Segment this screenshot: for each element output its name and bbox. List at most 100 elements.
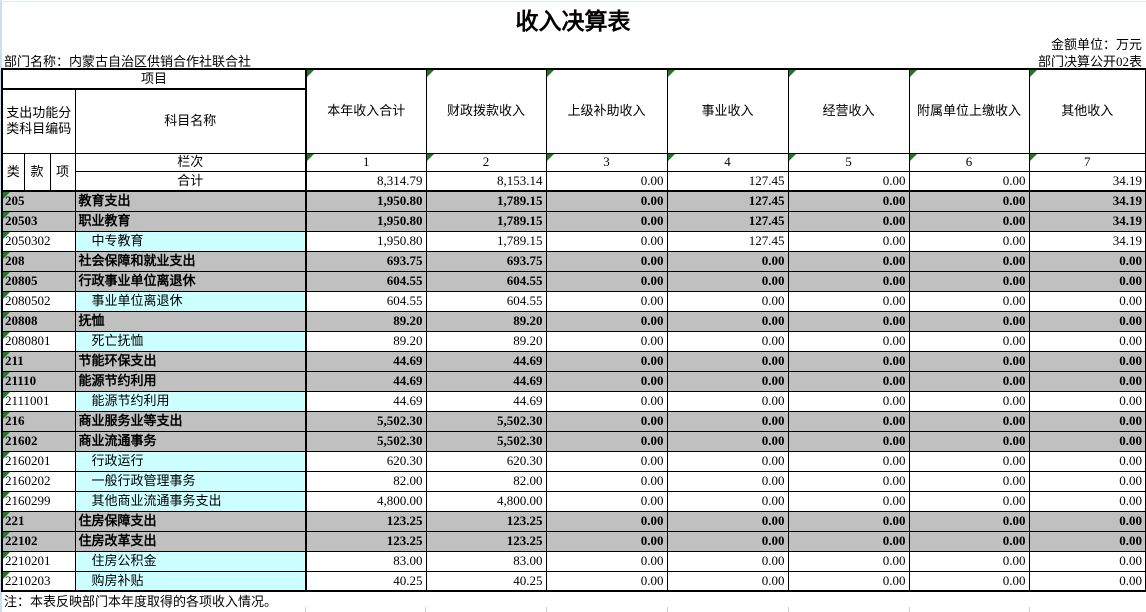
subject-name-cell[interactable]: 购房补贴 (74, 570, 308, 592)
subcol-header-item[interactable]: 项 (49, 152, 76, 192)
code-cell[interactable]: 211 (1, 350, 76, 372)
column-number-cell[interactable]: 7 (1028, 152, 1146, 172)
value-column-header[interactable]: 上级补助收入 (545, 68, 668, 154)
value-cell[interactable]: 620.30 (425, 450, 547, 472)
value-cell[interactable]: 0.00 (545, 190, 668, 212)
value-cell[interactable]: 693.75 (305, 250, 427, 272)
value-cell[interactable]: 1,950.80 (305, 190, 427, 212)
value-cell[interactable]: 0.00 (666, 270, 789, 292)
value-cell[interactable]: 5,502.30 (305, 410, 427, 432)
value-cell[interactable]: 1,950.80 (305, 230, 427, 252)
value-cell[interactable]: 0.00 (545, 250, 668, 272)
subject-name-cell[interactable]: 一般行政管理事务 (74, 470, 308, 492)
value-cell[interactable]: 123.25 (425, 530, 547, 552)
value-cell[interactable]: 0.00 (787, 350, 910, 372)
subject-column-header[interactable]: 科目名称 (74, 88, 308, 154)
value-cell[interactable]: 44.69 (305, 370, 427, 392)
value-cell[interactable]: 5,502.30 (305, 430, 427, 452)
value-cell[interactable]: 89.20 (425, 310, 547, 332)
value-cell[interactable]: 0.00 (908, 230, 1030, 252)
value-cell[interactable]: 604.55 (425, 290, 547, 312)
value-cell[interactable]: 0.00 (787, 270, 910, 292)
column-number-row-label[interactable]: 栏次 (74, 152, 308, 172)
total-value-cell[interactable]: 127.45 (666, 170, 789, 192)
value-cell[interactable]: 0.00 (1028, 450, 1146, 472)
subject-name-cell[interactable]: 中专教育 (74, 230, 308, 252)
value-cell[interactable]: 0.00 (666, 250, 789, 272)
code-cell[interactable]: 221 (1, 510, 76, 532)
value-cell[interactable]: 5,502.30 (425, 430, 547, 452)
value-cell[interactable]: 83.00 (425, 550, 547, 572)
value-cell[interactable]: 0.00 (787, 290, 910, 312)
code-cell[interactable]: 2210201 (1, 550, 76, 572)
column-number-cell[interactable]: 2 (425, 152, 547, 172)
value-cell[interactable]: 0.00 (787, 310, 910, 332)
value-cell[interactable]: 0.00 (1028, 430, 1146, 452)
value-cell[interactable]: 620.30 (305, 450, 427, 472)
value-cell[interactable]: 0.00 (545, 310, 668, 332)
value-cell[interactable]: 34.19 (1028, 210, 1146, 232)
subject-name-cell[interactable]: 节能环保支出 (74, 350, 308, 372)
value-cell[interactable]: 0.00 (787, 190, 910, 212)
value-cell[interactable]: 0.00 (1028, 330, 1146, 352)
value-cell[interactable]: 0.00 (787, 450, 910, 472)
value-cell[interactable]: 0.00 (787, 430, 910, 452)
column-number-cell[interactable]: 1 (305, 152, 427, 172)
value-cell[interactable]: 89.20 (305, 330, 427, 352)
code-cell[interactable]: 2080502 (1, 290, 76, 312)
value-cell[interactable]: 0.00 (666, 390, 789, 412)
column-number-cell[interactable]: 6 (908, 152, 1030, 172)
value-cell[interactable]: 0.00 (545, 550, 668, 572)
code-cell[interactable]: 21110 (1, 370, 76, 392)
subject-name-cell[interactable]: 住房保障支出 (74, 510, 308, 532)
value-cell[interactable]: 40.25 (305, 570, 427, 592)
value-cell[interactable]: 89.20 (425, 330, 547, 352)
code-cell[interactable]: 2210203 (1, 570, 76, 592)
value-cell[interactable]: 0.00 (908, 490, 1030, 512)
value-cell[interactable]: 123.25 (305, 530, 427, 552)
value-cell[interactable]: 0.00 (1028, 370, 1146, 392)
value-cell[interactable]: 0.00 (908, 390, 1030, 412)
subject-name-cell[interactable]: 抚恤 (74, 310, 308, 332)
value-cell[interactable]: 0.00 (545, 290, 668, 312)
value-cell[interactable]: 0.00 (908, 530, 1030, 552)
value-cell[interactable]: 82.00 (425, 470, 547, 492)
code-cell[interactable]: 2080801 (1, 330, 76, 352)
value-cell[interactable]: 0.00 (1028, 410, 1146, 432)
value-cell[interactable]: 123.25 (305, 510, 427, 532)
value-cell[interactable]: 0.00 (1028, 290, 1146, 312)
code-cell[interactable]: 205 (1, 190, 76, 212)
total-value-cell[interactable]: 0.00 (908, 170, 1030, 192)
subject-name-cell[interactable]: 其他商业流通事务支出 (74, 490, 308, 512)
subject-name-cell[interactable]: 职业教育 (74, 210, 308, 232)
value-cell[interactable]: 0.00 (787, 470, 910, 492)
value-cell[interactable]: 0.00 (1028, 550, 1146, 572)
value-column-header[interactable]: 附属单位上缴收入 (908, 68, 1030, 154)
value-cell[interactable]: 44.69 (305, 390, 427, 412)
value-cell[interactable]: 604.55 (305, 290, 427, 312)
value-cell[interactable]: 0.00 (1028, 390, 1146, 412)
subject-name-cell[interactable]: 行政事业单位离退休 (74, 270, 308, 292)
value-cell[interactable]: 0.00 (908, 550, 1030, 572)
value-cell[interactable]: 0.00 (666, 570, 789, 592)
value-cell[interactable]: 0.00 (666, 450, 789, 472)
value-cell[interactable]: 0.00 (545, 530, 668, 552)
value-cell[interactable]: 82.00 (305, 470, 427, 492)
value-cell[interactable]: 0.00 (545, 410, 668, 432)
value-cell[interactable]: 0.00 (787, 390, 910, 412)
subject-name-cell[interactable]: 商业流通事务 (74, 430, 308, 452)
project-header-cell[interactable]: 项目 (1, 68, 308, 90)
value-cell[interactable]: 0.00 (908, 450, 1030, 472)
value-cell[interactable]: 0.00 (908, 410, 1030, 432)
code-cell[interactable]: 21602 (1, 430, 76, 452)
value-cell[interactable]: 0.00 (666, 330, 789, 352)
value-cell[interactable]: 0.00 (908, 370, 1030, 392)
column-number-cell[interactable]: 5 (787, 152, 910, 172)
value-cell[interactable]: 0.00 (545, 330, 668, 352)
value-cell[interactable]: 0.00 (1028, 490, 1146, 512)
value-cell[interactable]: 0.00 (908, 470, 1030, 492)
code-cell[interactable]: 22102 (1, 530, 76, 552)
value-cell[interactable]: 0.00 (666, 550, 789, 572)
value-cell[interactable]: 0.00 (908, 310, 1030, 332)
value-cell[interactable]: 0.00 (666, 490, 789, 512)
